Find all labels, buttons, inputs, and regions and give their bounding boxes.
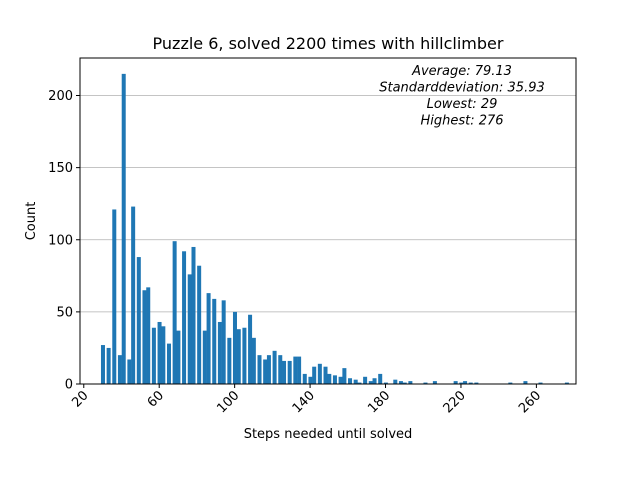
bar-31 [257, 355, 262, 384]
x-tick-label-4: 180 [365, 388, 393, 416]
bar-50 [353, 379, 358, 384]
y-tick-label-0: 0 [65, 378, 73, 393]
bar-37 [287, 360, 292, 384]
stats-line-2: Lowest: 29 [427, 97, 498, 112]
bar-22 [212, 298, 217, 384]
x-ticks: 20 60 100 140 180 220 260 [69, 384, 544, 416]
bar-1 [106, 347, 111, 384]
stats-line-3: Highest: 276 [420, 114, 503, 129]
bar-58 [393, 379, 398, 384]
y-ticks: 0 50 100 150 200 [48, 89, 80, 393]
bar-60 [402, 382, 407, 384]
bar-41 [308, 376, 313, 384]
x-tick-label-6: 260 [516, 388, 544, 416]
stats-annotation: Average: 79.13 Standarddeviation: 35.93Lo… [379, 64, 545, 129]
bar-40 [302, 373, 307, 384]
bar-64 [423, 382, 428, 384]
x-tick-label-1: 60 [145, 388, 167, 410]
x-tick-label-5: 220 [441, 388, 469, 416]
bar-4 [121, 73, 126, 385]
bar-51 [357, 382, 362, 384]
bar-84 [523, 381, 528, 384]
bar-54 [372, 378, 377, 384]
bar-33 [266, 355, 271, 384]
bar-36 [282, 360, 287, 384]
y-tick-label-3: 150 [48, 161, 73, 176]
bar-46 [332, 375, 337, 384]
bar-52 [363, 376, 368, 384]
bar-15 [176, 330, 181, 384]
bar-70 [453, 381, 458, 384]
bar-25 [227, 337, 232, 384]
bar-32 [263, 359, 268, 384]
bar-49 [348, 378, 353, 384]
bar-38 [293, 356, 298, 384]
bar-23 [217, 321, 222, 384]
bar-44 [323, 366, 328, 384]
y-tick-label-4: 200 [48, 89, 73, 104]
stats-line-1: Standarddeviation: 35.93 [379, 81, 545, 96]
bar-17 [187, 274, 192, 384]
bar-81 [508, 382, 513, 384]
bar-10 [151, 327, 156, 384]
bars [100, 73, 569, 385]
bar-18 [191, 246, 196, 384]
bar-71 [459, 382, 464, 384]
bar-30 [251, 337, 256, 384]
stats-line-0: Average: 79.13 [411, 64, 512, 79]
bar-66 [432, 381, 437, 384]
bar-73 [468, 382, 473, 384]
bar-16 [182, 251, 187, 384]
bar-59 [398, 381, 403, 384]
chart-title: Puzzle 6, solved 2200 times with hillcli… [153, 34, 504, 53]
bar-29 [248, 314, 253, 384]
bar-53 [368, 381, 373, 384]
x-tick-label-3: 140 [290, 388, 318, 416]
bar-72 [463, 381, 468, 384]
bar-48 [342, 368, 347, 384]
bar-27 [236, 329, 241, 384]
bar-14 [172, 241, 177, 384]
bar-3 [117, 355, 122, 384]
y-tick-label-1: 50 [56, 305, 73, 320]
bar-43 [317, 363, 322, 384]
bar-92 [564, 382, 569, 384]
bar-0 [100, 345, 105, 384]
bar-74 [474, 382, 479, 384]
bar-12 [161, 326, 166, 384]
bar-55 [378, 373, 383, 384]
bar-61 [408, 381, 413, 384]
bar-34 [272, 350, 277, 384]
y-tick-label-2: 100 [48, 233, 73, 248]
x-axis-label: Steps needed until solved [244, 427, 413, 442]
bar-7 [136, 257, 141, 384]
bar-45 [327, 373, 332, 384]
bar-56 [383, 382, 388, 384]
bar-2 [112, 209, 117, 384]
bar-5 [127, 359, 132, 384]
bar-21 [206, 293, 211, 384]
bar-47 [338, 376, 343, 384]
bar-26 [232, 311, 237, 384]
bar-24 [221, 300, 226, 384]
bar-35 [278, 355, 283, 384]
bar-13 [166, 343, 171, 384]
bar-39 [297, 356, 302, 384]
bar-9 [146, 287, 151, 384]
bar-19 [197, 265, 202, 384]
bar-87 [538, 382, 543, 384]
plot-frame [79, 57, 577, 385]
y-axis-label: Count [24, 202, 39, 241]
gridlines [80, 95, 576, 313]
x-tick-label-2: 100 [214, 388, 242, 416]
bar-42 [312, 366, 317, 384]
bar-11 [157, 321, 162, 384]
bar-6 [131, 206, 136, 384]
bar-8 [142, 290, 147, 384]
bar-28 [242, 327, 247, 384]
bar-20 [202, 330, 207, 384]
